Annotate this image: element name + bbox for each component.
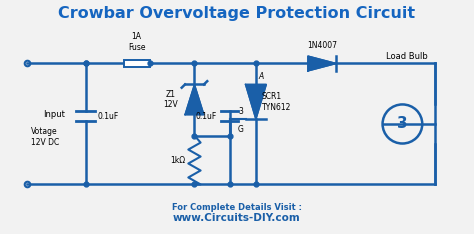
Text: Crowbar Overvoltage Protection Circuit: Crowbar Overvoltage Protection Circuit — [58, 6, 416, 21]
Text: For Complete Details Visit :: For Complete Details Visit : — [172, 203, 302, 212]
Polygon shape — [185, 84, 204, 115]
Text: www.Circuits-DIY.com: www.Circuits-DIY.com — [173, 213, 301, 223]
Text: Z1
12V: Z1 12V — [164, 90, 178, 109]
Polygon shape — [246, 84, 266, 119]
Text: SCR1
TYN612: SCR1 TYN612 — [262, 92, 291, 112]
Text: 3: 3 — [397, 117, 408, 132]
Text: Input: Input — [43, 110, 65, 119]
Polygon shape — [308, 56, 336, 71]
Text: G: G — [237, 125, 243, 134]
Text: 0.1uF: 0.1uF — [98, 112, 119, 121]
Text: 0.1uF: 0.1uF — [196, 112, 217, 121]
Text: Votage
12V DC: Votage 12V DC — [31, 127, 60, 147]
Text: Load Bulb: Load Bulb — [386, 52, 428, 61]
Text: 1N4007: 1N4007 — [307, 41, 337, 51]
Text: 1kΩ: 1kΩ — [170, 156, 185, 165]
Bar — [124, 60, 150, 67]
Text: 3: 3 — [238, 107, 243, 116]
Text: 1A
Fuse: 1A Fuse — [128, 33, 146, 52]
Text: A: A — [258, 72, 264, 81]
